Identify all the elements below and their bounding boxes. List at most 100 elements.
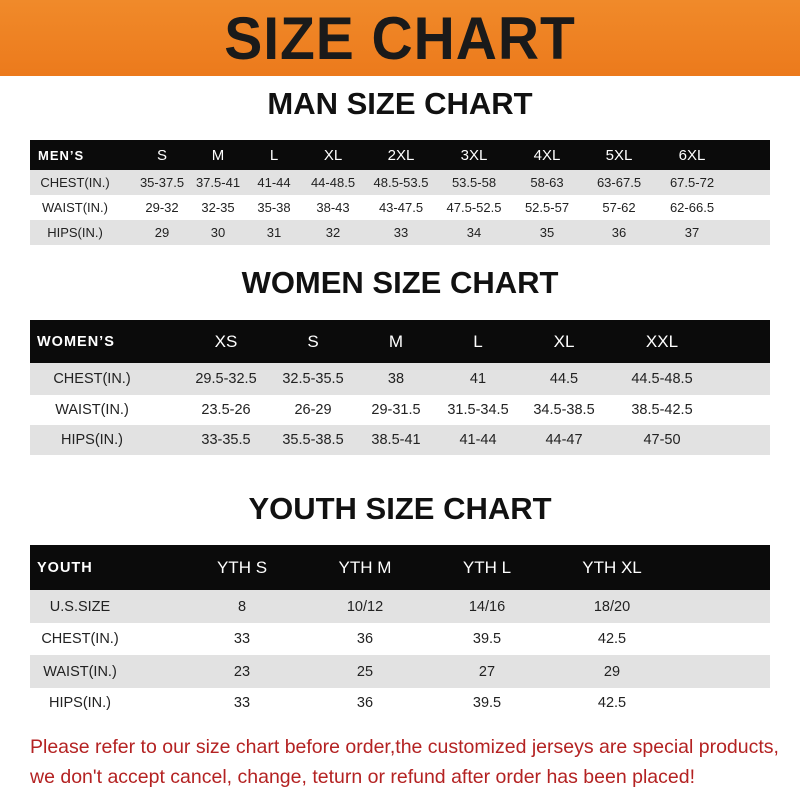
banner: SIZE CHART xyxy=(0,0,800,76)
table-row: CHEST(IN.) 35-37.5 37.5-41 41-44 44-48.5 48.5… xyxy=(30,170,770,195)
table-cell: 47-50 xyxy=(643,432,681,448)
table-cell: 29.5-32.5 xyxy=(195,371,257,387)
table-row: HIPS(IN.) 33-35.5 35.5-38.5 38.5-41 41-44 44-… xyxy=(30,425,770,455)
table-cell: 34.5-38.5 xyxy=(533,402,595,418)
table-cell: 33 xyxy=(233,631,251,647)
table-cell: 8 xyxy=(237,598,247,615)
row-label: WAIST(IN.) xyxy=(42,200,108,215)
row-label: CHEST(IN.) xyxy=(41,631,119,647)
table-cell: 31.5-34.5 xyxy=(447,402,509,418)
table-header-row: MEN’S S M L XL 2XL 3XL 4XL 5XL 6XL xyxy=(30,140,770,170)
table-cell: 67.5-72 xyxy=(669,175,715,190)
size-header: YTH M xyxy=(338,557,392,577)
table-header-row: YOUTH YTH S YTH M YTH L YTH XL xyxy=(30,545,770,590)
table-cell: 25 xyxy=(356,663,374,680)
table-cell: 32-35 xyxy=(201,200,235,215)
row-label: WAIST(IN.) xyxy=(55,402,129,418)
table-cell: 29-32 xyxy=(145,200,179,215)
table-cell: 29-31.5 xyxy=(371,402,421,418)
size-header: S xyxy=(156,146,168,164)
table-cell: 14/16 xyxy=(468,598,506,615)
row-label: HIPS(IN.) xyxy=(47,225,103,240)
table-row: CHEST(IN.) 33 36 39.5 42.5 xyxy=(30,623,770,655)
table-cell: 57-62 xyxy=(602,200,636,215)
banner-title: SIZE CHART xyxy=(224,4,576,72)
table-cell: 26-29 xyxy=(294,402,332,418)
table-title-cell: MEN’S xyxy=(38,147,85,163)
table-cell: 39.5 xyxy=(472,631,502,647)
table-cell: 31 xyxy=(266,225,282,240)
table-title-cell: YOUTH xyxy=(37,559,93,576)
size-header: 5XL xyxy=(605,146,633,164)
men-size-table: MEN’S S M L XL 2XL 3XL 4XL 5XL 6XL CHEST(IN.) 35-37… xyxy=(30,140,770,245)
table-title-cell: WOMEN’S xyxy=(37,333,115,350)
table-cell: 32 xyxy=(325,225,341,240)
table-cell: 44.5-48.5 xyxy=(631,371,693,387)
size-header: XL xyxy=(323,146,343,164)
row-label: HIPS(IN.) xyxy=(48,695,112,711)
table-cell: 34 xyxy=(466,225,482,240)
table-cell: 48.5-53.5 xyxy=(373,175,429,190)
table-cell: 33-35.5 xyxy=(201,432,251,448)
size-header: YTH XL xyxy=(582,557,642,577)
size-header: XS xyxy=(214,331,238,351)
table-cell: 47.5-52.5 xyxy=(446,200,502,215)
table-cell: 58-63 xyxy=(530,175,564,190)
table-cell: 35 xyxy=(539,225,555,240)
table-cell: 41-44 xyxy=(257,175,291,190)
row-label: WAIST(IN.) xyxy=(43,663,117,680)
table-cell: 41-44 xyxy=(459,432,497,448)
table-cell: 38 xyxy=(387,371,405,387)
women-title: WOMEN SIZE CHART xyxy=(241,265,559,300)
table-cell: 33 xyxy=(233,695,251,711)
table-cell: 29 xyxy=(154,225,170,240)
table-cell: 38.5-41 xyxy=(371,432,421,448)
table-cell: 38.5-42.5 xyxy=(631,402,693,418)
table-cell: 63-67.5 xyxy=(596,175,642,190)
size-header: XXL xyxy=(645,331,679,351)
size-header: M xyxy=(388,331,404,351)
table-cell: 35-38 xyxy=(257,200,291,215)
youth-size-table: YOUTH YTH S YTH M YTH L YTH XL U.S.SIZE 8 10/12… xyxy=(30,545,770,718)
table-cell: 53.5-58 xyxy=(451,175,497,190)
table-cell: 30 xyxy=(210,225,226,240)
table-cell: 43-47.5 xyxy=(378,200,424,215)
table-cell: 23.5-26 xyxy=(201,402,251,418)
table-cell: 41 xyxy=(469,371,487,387)
size-header: 4XL xyxy=(533,146,561,164)
table-cell: 42.5 xyxy=(597,695,627,711)
size-header: L xyxy=(269,146,279,164)
size-header: YTH S xyxy=(216,557,268,577)
table-cell: 38-43 xyxy=(316,200,350,215)
table-cell: 32.5-35.5 xyxy=(282,371,344,387)
table-cell: 52.5-57 xyxy=(524,200,570,215)
table-row: WAIST(IN.) 23.5-26 26-29 29-31.5 31.5-34.5 34… xyxy=(30,395,770,425)
table-cell: 29 xyxy=(603,663,621,680)
size-header: 3XL xyxy=(460,146,488,164)
row-label: CHEST(IN.) xyxy=(40,175,110,190)
notice-line-1: Please refer to our size chart before or… xyxy=(30,736,779,758)
table-cell: 44-47 xyxy=(545,432,583,448)
table-cell: 36 xyxy=(356,631,374,647)
row-label: CHEST(IN.) xyxy=(53,371,131,387)
table-row: WAIST(IN.) 23 25 27 29 xyxy=(30,655,770,688)
size-header: 2XL xyxy=(387,146,415,164)
table-cell: 35-37.5 xyxy=(139,175,185,190)
table-row: HIPS(IN.) 29 30 31 32 33 34 35 36 37 xyxy=(30,220,770,245)
table-cell: 39.5 xyxy=(472,695,502,711)
table-cell: 18/20 xyxy=(593,598,631,615)
table-row: CHEST(IN.) 29.5-32.5 32.5-35.5 38 41 44.5 44.5… xyxy=(30,363,770,395)
table-row: HIPS(IN.) 33 36 39.5 42.5 xyxy=(30,688,770,718)
table-cell: 27 xyxy=(478,663,496,680)
table-header-row: WOMEN’S XS S M L XL XXL xyxy=(30,320,770,363)
table-cell: 44.5 xyxy=(549,371,579,387)
table-cell: 33 xyxy=(393,225,409,240)
women-size-table: WOMEN’S XS S M L XL XXL CHEST(IN.) 29.5-32.5 32.5… xyxy=(30,320,770,455)
table-cell: 44-48.5 xyxy=(310,175,356,190)
table-row: U.S.SIZE 8 10/12 14/16 18/20 xyxy=(30,590,770,623)
size-header: S xyxy=(307,331,319,351)
table-row: WAIST(IN.) 29-32 32-35 35-38 38-43 43-47.5 47.… xyxy=(30,195,770,220)
size-header: YTH L xyxy=(462,557,512,577)
size-header: 6XL xyxy=(678,146,706,164)
table-cell: 10/12 xyxy=(346,598,384,615)
